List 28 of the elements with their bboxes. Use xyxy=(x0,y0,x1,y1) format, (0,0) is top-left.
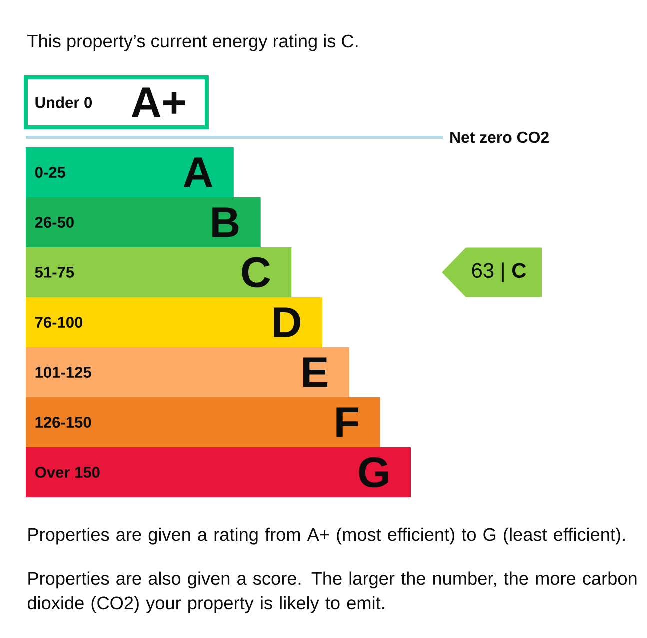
y-tick-label: Over 150 xyxy=(35,467,100,478)
bar xyxy=(26,298,322,348)
annotation: B xyxy=(212,208,239,238)
bar xyxy=(26,248,292,298)
annotation: A xyxy=(184,158,213,188)
y-tick-label: 126-150 xyxy=(36,417,92,428)
annotation: A+ xyxy=(132,88,186,118)
y-tick-label: 101-125 xyxy=(36,367,92,378)
y-tick-label: 26-50 xyxy=(35,217,74,228)
annotation: C xyxy=(242,257,270,288)
annotation: D xyxy=(274,308,300,338)
y-tick-label: Under 0 xyxy=(36,96,92,108)
bar xyxy=(26,148,234,198)
bar xyxy=(26,448,412,498)
y-tick-label: 0-25 xyxy=(35,167,66,178)
text: Properties are given a rating from A+ (most efficient) to G (least efficient). xyxy=(28,528,625,545)
y-tick-label: 51-75 xyxy=(35,267,74,278)
annotation: G xyxy=(359,457,388,488)
annotation: E xyxy=(303,358,328,388)
bar xyxy=(26,348,350,398)
bar xyxy=(26,198,261,248)
chart-title: This property’s current energy rating is C. xyxy=(28,34,358,52)
annotation: F xyxy=(336,408,358,438)
bar xyxy=(26,398,380,448)
text: 63 | C xyxy=(472,262,526,282)
text: Properties are also given a score. The larger the number, the more carbon dioxide (CO2) your property is likely to emit. xyxy=(28,572,637,614)
y-tick-label: 76-100 xyxy=(35,317,83,328)
ref-line-label: Net zero CO2 xyxy=(450,132,549,144)
